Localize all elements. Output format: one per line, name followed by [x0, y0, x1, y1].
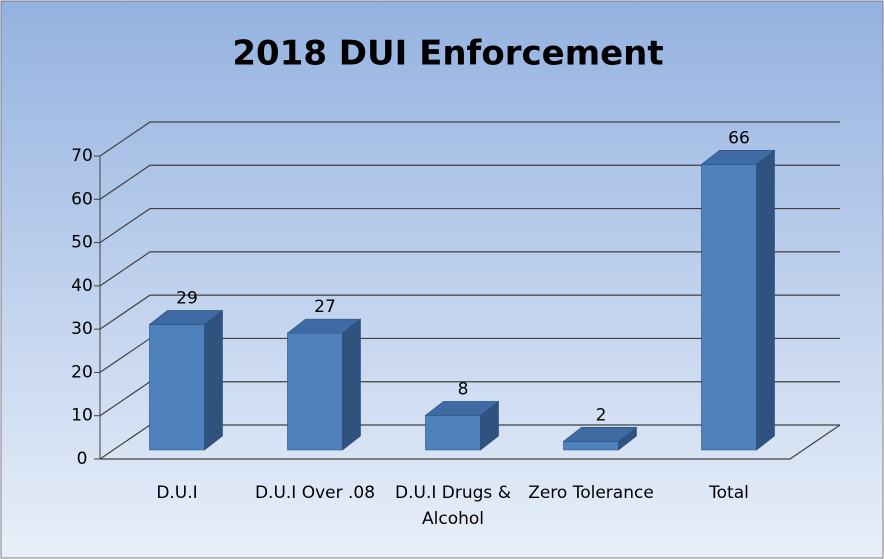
- x-tick-label: Zero Tolerance: [528, 483, 654, 503]
- bar: [700, 149, 776, 451]
- floor-edge: [100, 424, 841, 460]
- y-tick-label: 10: [71, 406, 93, 426]
- value-label: 8: [458, 379, 469, 399]
- bar-top: [424, 401, 500, 416]
- value-label: 27: [314, 297, 336, 317]
- bar: [424, 400, 500, 451]
- bar-side: [756, 149, 775, 451]
- grid-line: [99, 294, 840, 330]
- chart-title: 2018 DUI Enforcement: [232, 34, 663, 74]
- x-tick-label: D.U.I: [156, 483, 198, 503]
- bar-front: [701, 164, 757, 451]
- bar-front: [149, 324, 205, 451]
- y-tick-label: 50: [71, 233, 93, 253]
- x-tick-label: Total: [709, 483, 749, 503]
- x-tick-label: D.U.I Over .08: [254, 483, 376, 503]
- grid-line: [99, 251, 840, 287]
- bar-top: [148, 310, 224, 325]
- value-label: 2: [596, 405, 607, 425]
- y-tick-label: 70: [71, 146, 93, 166]
- bar-top: [562, 427, 638, 442]
- bar-side: [342, 318, 361, 451]
- bar-front: [563, 441, 619, 451]
- bar-top: [286, 318, 362, 334]
- x-tick-label: D.U.I Drugs & Alcohol: [395, 483, 511, 529]
- bar-side: [204, 309, 223, 451]
- y-tick-label: 40: [71, 276, 93, 296]
- y-tick-label: 30: [71, 319, 93, 339]
- bar: [562, 426, 638, 451]
- y-tick-label: 20: [71, 362, 93, 382]
- grid-line: [99, 121, 840, 157]
- y-tick-label: 60: [71, 189, 93, 209]
- value-label: 66: [728, 128, 750, 148]
- grid-line: [99, 164, 840, 200]
- grid-line: [99, 207, 840, 244]
- bar-front: [425, 415, 481, 451]
- value-label: 29: [176, 288, 198, 308]
- y-tick-label: 0: [77, 449, 88, 469]
- bar-top: [700, 150, 776, 165]
- bar: [286, 318, 362, 451]
- bar-front: [287, 332, 343, 451]
- bar: [148, 309, 224, 451]
